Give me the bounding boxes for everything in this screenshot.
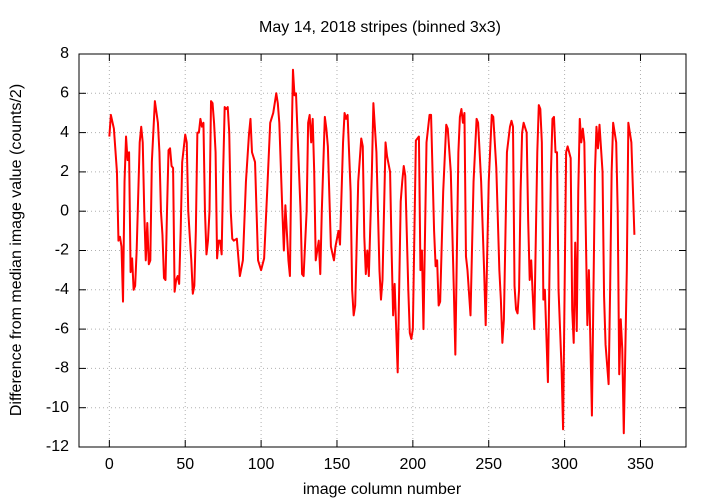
data-line [108,68,636,435]
x-tick-label: 150 [324,456,351,473]
y-tick-label: -4 [55,281,69,298]
plot-frame [78,53,687,448]
chart-title: May 14, 2018 stripes (binned 3x3) [259,19,501,36]
x-tick-label: 50 [176,456,194,473]
y-tick-label: -10 [46,399,69,416]
x-tick-label: 200 [399,456,426,473]
x-tick-label: 300 [551,456,578,473]
y-axis-label: Difference from median image value (coun… [8,84,25,416]
x-tick-label: 100 [248,456,275,473]
y-tick-label: 4 [60,124,69,141]
y-tick-label: 0 [60,202,69,219]
y-tick-label: -6 [55,320,69,337]
y-tick-label: -2 [55,242,69,259]
y-tick-label: -12 [46,438,69,455]
y-tick-label: 8 [60,45,69,62]
y-tick-label: 6 [60,85,69,102]
y-tick-label: 2 [60,163,69,180]
y-tick-label: -8 [55,360,69,377]
x-axis-label: image column number [303,481,462,498]
x-tick-label: 250 [475,456,502,473]
x-tick-label: 0 [105,456,114,473]
x-tick-label: 350 [627,456,654,473]
